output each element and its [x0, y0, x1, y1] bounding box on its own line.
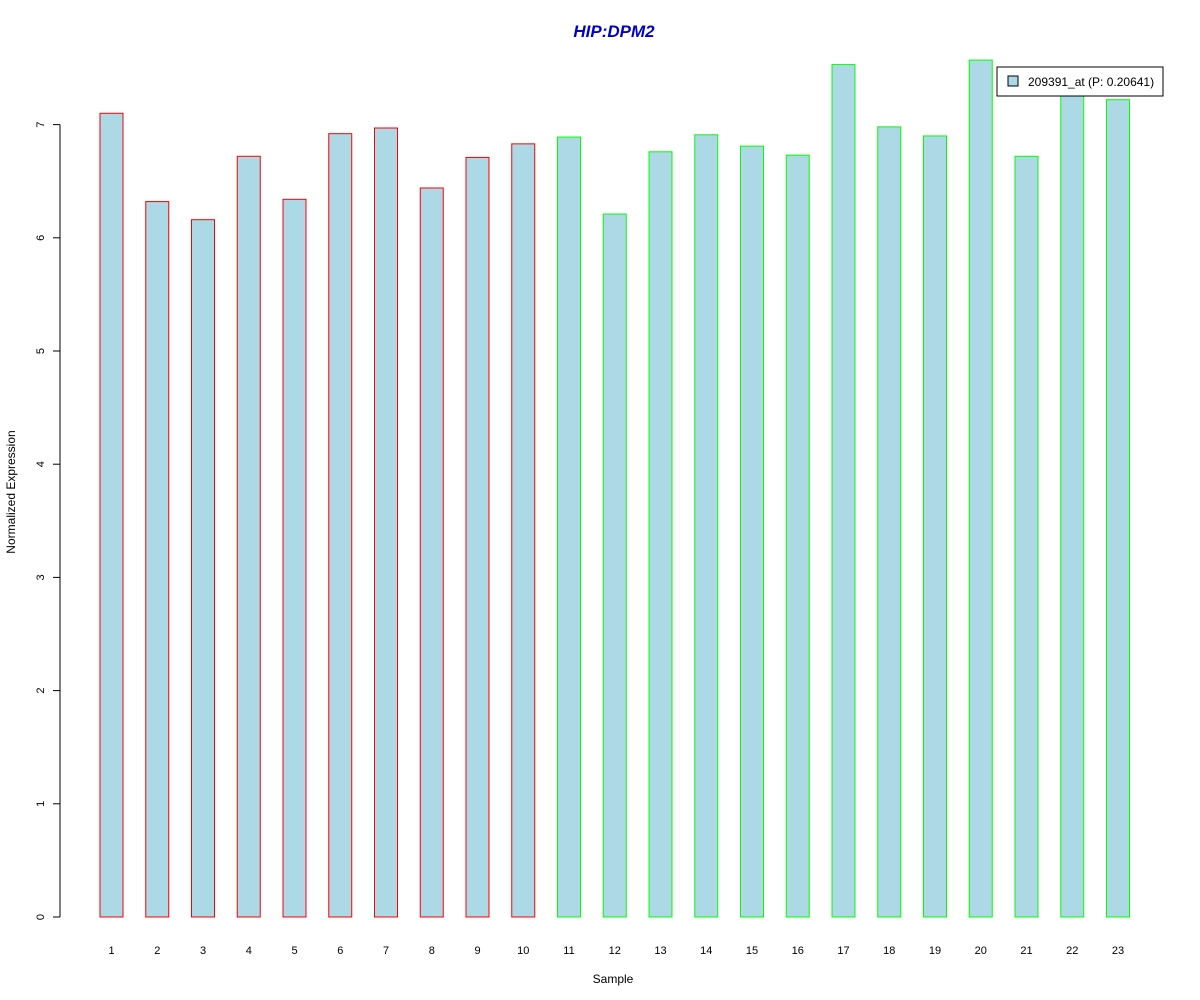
y-tick-label: 3 [35, 574, 47, 580]
y-tick-label: 6 [35, 235, 47, 241]
x-tick-labels: 1 2 3 4 5 6 7 8 9 10 11 12 13 14 15 16 17 18 19 20 21 22 23 [108, 945, 1124, 957]
bar-sample-16 [785, 154, 810, 918]
x-tick-label: 12 [609, 945, 621, 957]
x-tick-label: 2 [154, 945, 160, 957]
bar-sample-13 [648, 151, 673, 918]
x-tick-label: 17 [837, 945, 849, 957]
y-tick-label: 7 [35, 122, 47, 128]
x-axis-label: Sample [593, 972, 634, 986]
y-tick-label: 2 [35, 688, 47, 694]
x-tick-label: 7 [383, 945, 389, 957]
bar-sample-14 [694, 134, 719, 918]
y-axis: 0 1 2 3 4 5 6 7 [35, 122, 61, 920]
legend-label: 209391_at (P: 0.20641) [1028, 75, 1154, 89]
x-tick-label: 18 [883, 945, 895, 957]
bar-sample-11 [557, 136, 581, 918]
legend: 209391_at (P: 0.20641) [996, 66, 1164, 97]
x-tick-label: 22 [1066, 945, 1078, 957]
x-tick-label: 10 [517, 945, 529, 957]
y-tick-label: 5 [35, 348, 47, 354]
bar-sample-18 [877, 126, 902, 918]
y-tick-label: 4 [35, 461, 47, 467]
bar-sample-5 [282, 198, 307, 918]
x-tick-label: 9 [474, 945, 480, 957]
bar-sample-12 [602, 213, 627, 918]
y-tick-label: 0 [35, 914, 47, 920]
bar-sample-23 [1106, 99, 1130, 918]
x-tick-label: 19 [929, 945, 941, 957]
bar-sample-10 [511, 143, 536, 918]
bar-sample-1 [99, 112, 124, 918]
x-tick-label: 15 [746, 945, 758, 957]
x-tick-label: 8 [429, 945, 435, 957]
x-tick-label: 13 [654, 945, 666, 957]
bar-sample-3 [191, 219, 215, 918]
x-tick-label: 14 [700, 945, 712, 957]
x-tick-label: 6 [337, 945, 343, 957]
y-axis-label: Normalized Expression [4, 430, 18, 553]
x-tick-label: 11 [563, 945, 574, 957]
x-tick-label: 4 [246, 945, 252, 957]
bar-sample-22 [1060, 93, 1085, 918]
x-tick-label: 21 [1020, 945, 1032, 957]
bar-sample-9 [465, 156, 490, 918]
bar-sample-20 [968, 59, 993, 918]
bar-sample-2 [145, 201, 170, 918]
bar-sample-17 [831, 64, 856, 918]
x-tick-label: 1 [108, 945, 114, 957]
chart-title: HIP:DPM2 [573, 22, 655, 41]
x-tick-label: 20 [975, 945, 987, 957]
bar-sample-4 [236, 155, 261, 918]
bar-sample-6 [328, 133, 353, 918]
bar-sample-15 [740, 145, 764, 918]
legend-swatch [1007, 75, 1019, 87]
x-tick-label: 16 [792, 945, 804, 957]
bar-sample-19 [923, 135, 947, 918]
x-tick-label: 3 [200, 945, 206, 957]
legend-box [996, 66, 1164, 97]
bar-sample-7 [374, 127, 398, 918]
bars [99, 59, 1130, 918]
x-tick-label: 5 [291, 945, 297, 957]
x-tick-label: 23 [1112, 945, 1124, 957]
bar-sample-21 [1014, 155, 1039, 918]
bar-sample-8 [419, 187, 444, 918]
y-tick-label: 1 [35, 801, 47, 807]
